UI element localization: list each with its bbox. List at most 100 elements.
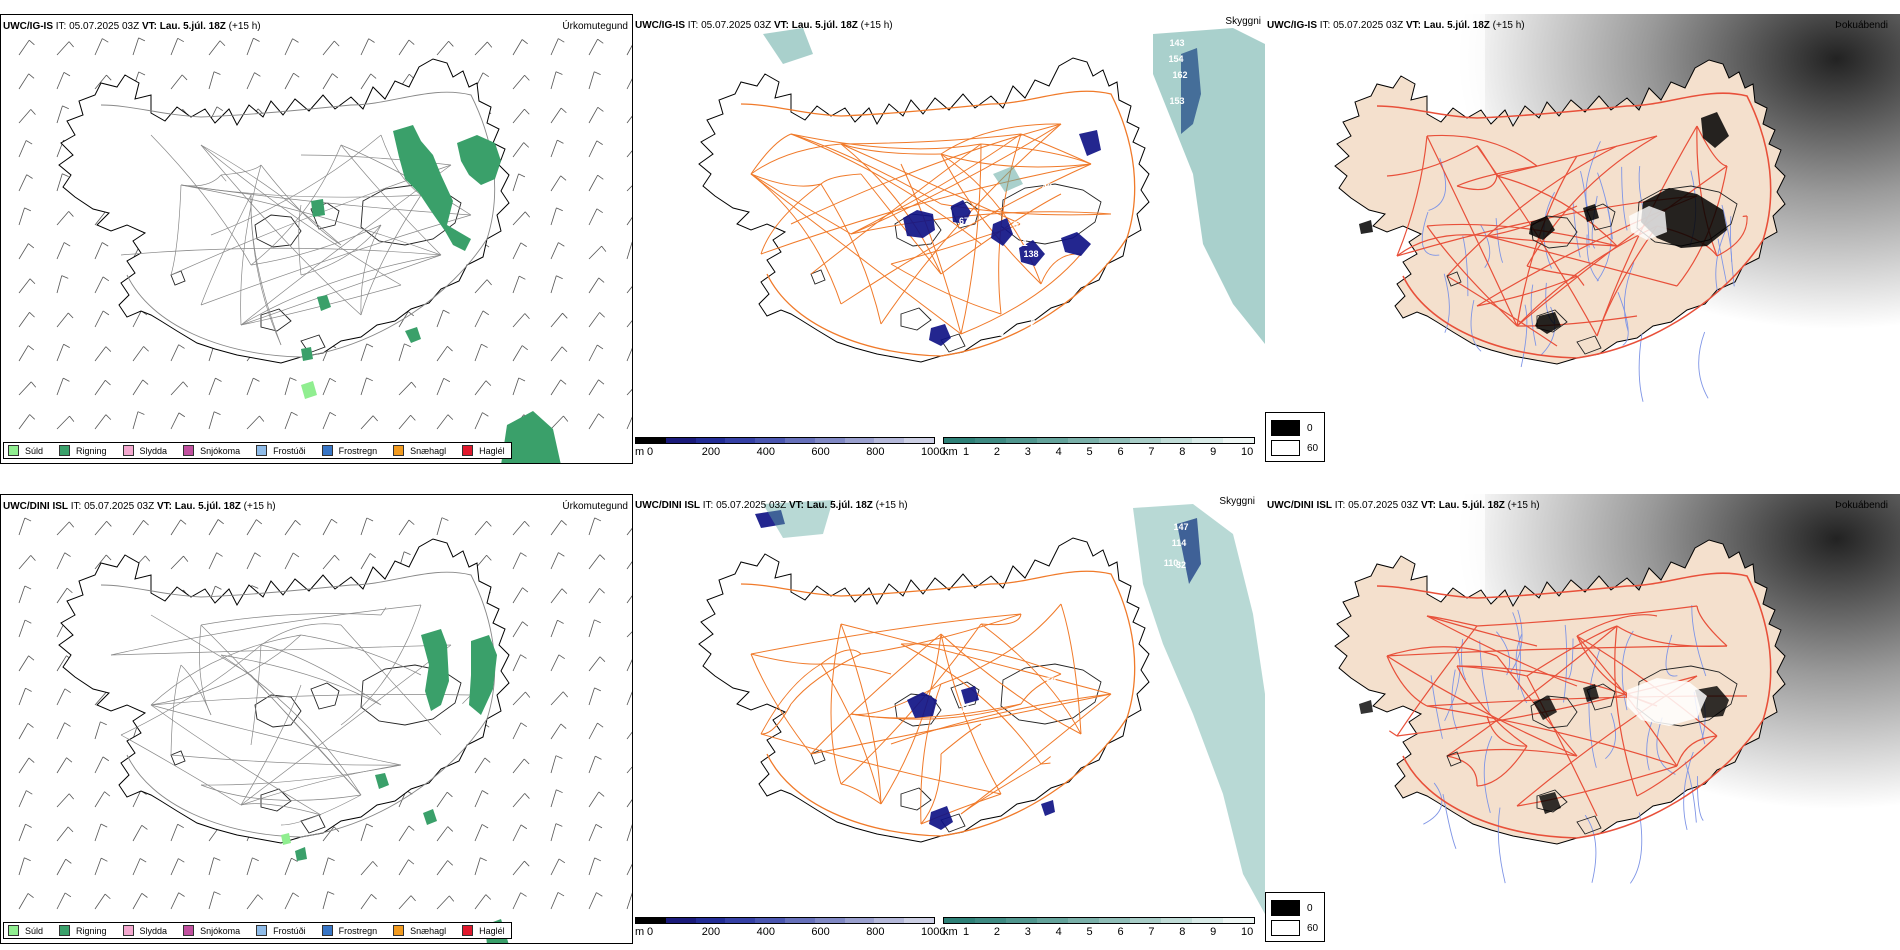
model-name: UWC/IG-IS xyxy=(3,21,53,32)
legend-label: Frostregn xyxy=(338,925,378,936)
model-name: UWC/DINI ISL xyxy=(1267,500,1332,511)
cloud-base-value: 7 xyxy=(1046,772,1051,782)
legend-item: Súld xyxy=(8,925,43,936)
colorbar-unit: km xyxy=(943,926,958,938)
cloud-base-value: 138 xyxy=(1023,249,1038,259)
colorbar-unit: m xyxy=(635,926,645,938)
colorbar-tick: 600 xyxy=(811,446,830,458)
model-name: UWC/DINI ISL xyxy=(635,500,700,511)
colorbar-tick: 1000 xyxy=(921,446,946,458)
panel-header: UWC/DINI ISL IT: 05.07.2025 03Z VT: Lau.… xyxy=(3,501,276,512)
legend-swatch xyxy=(59,445,71,456)
colorbar-tick: 1 xyxy=(963,926,970,938)
colorbar-tick: 9 xyxy=(1210,446,1217,458)
cloud-panel-row1: UWC/IG-IS IT: 05.07.2025 03Z VT: Lau. 5.… xyxy=(633,14,1265,464)
precip-panel-row2: UWC/DINI ISL IT: 05.07.2025 03Z VT: Lau.… xyxy=(0,494,633,944)
fog-index-legend: 0 60 xyxy=(1265,892,1325,942)
colorbar-tick: 1 xyxy=(963,446,970,458)
panel-header: UWC/IG-IS IT: 05.07.2025 03Z VT: Lau. 5.… xyxy=(3,21,261,32)
fog-legend-row: 60 xyxy=(1271,440,1318,456)
it-value: 05.07.2025 03Z xyxy=(1333,20,1404,31)
model-name: UWC/DINI ISL xyxy=(3,501,68,512)
panel-header: UWC/DINI ISL IT: 05.07.2025 03Z VT: Lau.… xyxy=(635,500,908,511)
fog-index-field xyxy=(1359,112,1729,334)
legend-swatch xyxy=(183,925,195,936)
colorbar-strip xyxy=(943,437,1255,444)
vt-label: VT: xyxy=(156,501,172,512)
it-value: 05.07.2025 03Z xyxy=(716,500,787,511)
cloud-base-value: 67 xyxy=(959,216,969,226)
cloud-base-value: 47 xyxy=(978,826,988,836)
legend-item: Snæhagl xyxy=(393,925,446,936)
colorbar-tick: 9 xyxy=(1210,926,1217,938)
legend-item: Snjókoma xyxy=(183,445,240,456)
legend-label: Snæhagl xyxy=(410,925,447,936)
model-name: UWC/IG-IS xyxy=(635,20,685,31)
legend-item: Rigning xyxy=(59,445,107,456)
fog-title: Þokuábendi xyxy=(1835,20,1888,31)
legend-item: Frostúði xyxy=(256,445,306,456)
cloud-base-value: 143 xyxy=(1169,38,1184,48)
fog-index-legend: 0 60 xyxy=(1265,412,1325,462)
colorbar-tick: 8 xyxy=(1179,446,1186,458)
cloud-base-value: 2 xyxy=(1030,318,1035,328)
vt-value: Lau. 5.júl. 18Z xyxy=(159,21,226,32)
colorbar-tick: 5 xyxy=(1086,926,1093,938)
it-label: IT: xyxy=(687,20,699,31)
fog-legend-row: 0 xyxy=(1271,420,1313,436)
legend-swatch xyxy=(462,445,474,456)
legend-swatch xyxy=(122,445,134,456)
fog-map xyxy=(1265,14,1900,464)
legend-label: Súld xyxy=(25,925,44,936)
cloud-base-value: 58 xyxy=(1046,676,1056,686)
legend-label: Haglél xyxy=(479,925,505,936)
legend-item: Snæhagl xyxy=(393,445,446,456)
colorbar-tick: 600 xyxy=(811,926,830,938)
vt-value: Lau. 5.júl. 18Z xyxy=(1423,20,1490,31)
cloud-base-value: 32 xyxy=(1176,560,1186,570)
vt-label: VT: xyxy=(788,500,804,511)
legend-item: Súld xyxy=(8,445,43,456)
cloud-base-value: 32 xyxy=(1008,820,1018,830)
legend-label: Frostúði xyxy=(273,445,306,456)
legend-swatch xyxy=(256,445,268,456)
cloud-base-value: 23 xyxy=(1096,114,1106,124)
cloud-base-value: 1 xyxy=(983,292,988,302)
legend-swatch xyxy=(393,925,405,936)
legend-label: Snjókoma xyxy=(200,925,241,936)
vt-label: VT: xyxy=(1420,500,1436,511)
colorbar-strip xyxy=(635,917,935,924)
fog-legend-label: 0 xyxy=(1307,902,1313,914)
cloud-title: Skyggni xyxy=(1225,16,1261,27)
visibility-field xyxy=(763,28,1265,344)
legend-label: Snjókoma xyxy=(200,445,241,456)
legend-item: Frostregn xyxy=(321,925,378,936)
cloud-base-value: 162 xyxy=(1172,70,1187,80)
it-label: IT: xyxy=(1334,500,1346,511)
legend-label: Haglél xyxy=(479,445,505,456)
legend-label: Frostúði xyxy=(273,925,306,936)
iceland-map xyxy=(1334,539,1786,884)
iceland-map xyxy=(58,538,510,943)
vt-value: Lau. 5.júl. 18Z xyxy=(806,500,873,511)
colorbar-strip xyxy=(635,437,935,444)
cloud-base-value: 29 xyxy=(994,328,1004,338)
colorbar-tick: 200 xyxy=(701,446,721,458)
legend-swatch xyxy=(8,925,19,936)
it-label: IT: xyxy=(70,501,82,512)
colorbar-tick: 3 xyxy=(1024,926,1031,938)
fog-title: Þokuábendi xyxy=(1835,500,1888,511)
precip-title: Úrkomutegund xyxy=(562,501,628,512)
lead-time: (+15 h) xyxy=(875,500,908,511)
cloud-base-value: 107 xyxy=(960,704,975,714)
colorbar-tick: 6 xyxy=(1117,926,1124,938)
colorbar-tick: 1000 xyxy=(921,926,946,938)
fog-panel-row1: UWC/IG-IS IT: 05.07.2025 03Z VT: Lau. 5.… xyxy=(1265,14,1900,464)
fog-legend-label: 0 xyxy=(1307,422,1313,434)
fog-legend-swatch xyxy=(1271,440,1300,456)
precip-panel-row1: UWC/IG-IS IT: 05.07.2025 03Z VT: Lau. 5.… xyxy=(0,14,633,464)
cloud-base-field xyxy=(755,510,1201,830)
cloud-base-value: 51 xyxy=(1013,220,1023,230)
colorbar-tick: 0 xyxy=(647,446,654,458)
lead-time: (+15 h) xyxy=(1507,500,1540,511)
